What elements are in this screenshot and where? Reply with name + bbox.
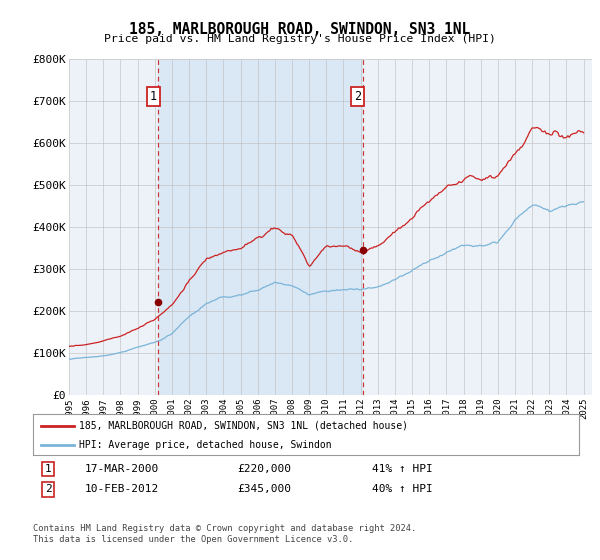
- Text: Price paid vs. HM Land Registry's House Price Index (HPI): Price paid vs. HM Land Registry's House …: [104, 34, 496, 44]
- Text: 185, MARLBOROUGH ROAD, SWINDON, SN3 1NL (detached house): 185, MARLBOROUGH ROAD, SWINDON, SN3 1NL …: [79, 421, 409, 431]
- Bar: [158, 59, 362, 395]
- Text: 17-MAR-2000: 17-MAR-2000: [85, 464, 159, 474]
- Text: 1: 1: [149, 90, 157, 103]
- Text: 1: 1: [45, 464, 52, 474]
- Text: £220,000: £220,000: [238, 464, 292, 474]
- Text: 2: 2: [45, 484, 52, 494]
- Text: HPI: Average price, detached house, Swindon: HPI: Average price, detached house, Swin…: [79, 440, 332, 450]
- Text: £345,000: £345,000: [238, 484, 292, 494]
- Text: 10-FEB-2012: 10-FEB-2012: [85, 484, 159, 494]
- Text: 2: 2: [354, 90, 361, 103]
- Text: 40% ↑ HPI: 40% ↑ HPI: [371, 484, 432, 494]
- Text: 185, MARLBOROUGH ROAD, SWINDON, SN3 1NL: 185, MARLBOROUGH ROAD, SWINDON, SN3 1NL: [130, 22, 470, 38]
- Text: 41% ↑ HPI: 41% ↑ HPI: [371, 464, 432, 474]
- Text: Contains HM Land Registry data © Crown copyright and database right 2024.
This d: Contains HM Land Registry data © Crown c…: [33, 524, 416, 544]
